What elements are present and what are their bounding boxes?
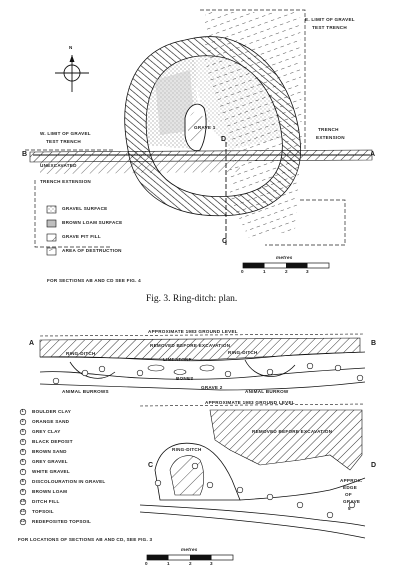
- key-number: 6: [21, 459, 24, 463]
- legend-pit-label: GRAVE PIT FILL: [62, 234, 101, 239]
- label-test-trench-left: TEST TRENCH: [46, 139, 81, 144]
- label-e-limit-gravel: E. LIMIT OF GRAVEL: [305, 17, 355, 22]
- key-item: TOPSOIL: [32, 509, 54, 514]
- label-extension-right: EXTENSION: [316, 135, 345, 140]
- key-number: 8: [21, 479, 24, 483]
- section-scale-tick-2: 2: [189, 561, 192, 566]
- key-circles: [19, 408, 27, 526]
- figure-caption: Fig. 3. Ring-ditch: plan.: [146, 294, 238, 304]
- key-item: BLACK DEPOSIT: [32, 439, 73, 444]
- label-grave-1: GRAVE 1: [194, 125, 216, 130]
- ab-limestone: LIMESTONE: [163, 357, 192, 362]
- key-number: 5: [21, 449, 24, 453]
- ab-ring-ditch-right: RING-DITCH: [228, 350, 258, 355]
- section-ab-drawing: [39, 333, 366, 391]
- section-cd-drawing: [139, 403, 366, 561]
- key-number: 11: [20, 509, 26, 513]
- legend-destruction-label: AREA OF DESTRUCTION: [62, 248, 122, 253]
- ab-ground-level: APPROXIMATE 1983 GROUND LEVEL: [148, 329, 238, 334]
- plan-drawing: [25, 9, 373, 269]
- plan-scale-bar: [242, 262, 330, 269]
- point-d-section: D: [371, 462, 377, 469]
- key-number: 2: [21, 419, 24, 423]
- key-item: GREY GRAVEL: [32, 459, 68, 464]
- key-number: 12: [20, 519, 26, 523]
- section-scale-unit: metres: [181, 547, 198, 552]
- label-trench-right: TRENCH: [318, 127, 339, 132]
- plan-scale-tick-1: 1: [263, 269, 266, 274]
- ab-grave-2: GRAVE 2: [201, 385, 223, 390]
- key-number: 10: [20, 499, 26, 503]
- cd-grave: GRAVE: [343, 499, 361, 504]
- plan-scale-tick-2: 2: [285, 269, 288, 274]
- ab-removed: REMOVED BEFORE EXCAVATION: [150, 343, 231, 348]
- key-item: BOULDER CLAY: [32, 409, 72, 414]
- cd-edge: EDGE: [343, 485, 358, 490]
- legend-gravel-label: GRAVEL SURFACE: [62, 206, 108, 211]
- cd-ground-level: APPROXIMATE 1983 GROUND LEVEL: [205, 400, 295, 405]
- cd-approx: APPROX.: [340, 478, 363, 483]
- sections-note: FOR SECTIONS AB AND CD SEE FIG. 4: [47, 278, 141, 283]
- key-item: DITCH FILL: [32, 499, 60, 504]
- key-number: 9: [21, 489, 24, 493]
- ab-animal-burrow: ANIMAL BURROW: [245, 389, 289, 394]
- key-item: WHITE GRAVEL: [32, 469, 70, 474]
- ab-ring-ditch-left: RING-DITCH: [66, 351, 96, 356]
- key-number: 4: [21, 439, 24, 443]
- key-number: 1: [21, 409, 24, 413]
- key-number: 3: [21, 429, 24, 433]
- point-a-plan: A: [370, 151, 376, 158]
- cd-removed: REMOVED BEFORE EXCAVATION: [252, 429, 333, 434]
- point-a-section: A: [29, 340, 35, 347]
- plan-scale-tick-3: 3: [306, 269, 309, 274]
- section-scale-bar: [146, 554, 234, 561]
- cd-grave-number: 5: [348, 506, 351, 511]
- point-c-section: C: [148, 462, 154, 469]
- point-b-plan: B: [22, 151, 28, 158]
- section-scale-tick-1: 1: [167, 561, 170, 566]
- north-arrow: [55, 55, 89, 92]
- key-item: DISCOLOURATION IN GRAVEL: [32, 479, 106, 484]
- key-item: REDEPOSITED TOPSOIL: [32, 519, 92, 524]
- label-trench-extension-left: TRENCH EXTENSION: [40, 179, 91, 184]
- ab-bones: BONES: [176, 376, 194, 381]
- key-item: BROWN LOAM: [32, 489, 68, 494]
- label-w-limit-gravel: W. LIMIT OF GRAVEL: [40, 131, 91, 136]
- cd-of: OF: [345, 492, 352, 497]
- section-scale-tick-3: 3: [210, 561, 213, 566]
- label-unexcavated: UNEXCAVATED: [40, 163, 77, 168]
- ab-animal-burrows: ANIMAL BURROWS: [62, 389, 109, 394]
- key-item: GREY CLAY: [32, 429, 61, 434]
- point-d-plan: D: [221, 136, 227, 143]
- legend-loam-label: BROWN LOAM SURFACE: [62, 220, 123, 225]
- key-item: ORANGE SAND: [32, 419, 70, 424]
- plan-scale-unit: metres: [276, 255, 293, 260]
- north-label: N: [69, 45, 73, 50]
- point-b-section: B: [371, 340, 377, 347]
- label-test-trench: TEST TRENCH: [312, 25, 347, 30]
- locations-note: FOR LOCATIONS OF SECTIONS AB AND CD, SEE…: [18, 537, 153, 542]
- point-c-plan: C: [222, 238, 228, 245]
- section-scale-tick-0: 0: [145, 561, 148, 566]
- key-number: 7: [21, 469, 24, 473]
- plan-scale-tick-0: 0: [241, 269, 244, 274]
- key-item: BROWN SAND: [32, 449, 67, 454]
- cd-ring-ditch: RING-DITCH: [172, 447, 202, 452]
